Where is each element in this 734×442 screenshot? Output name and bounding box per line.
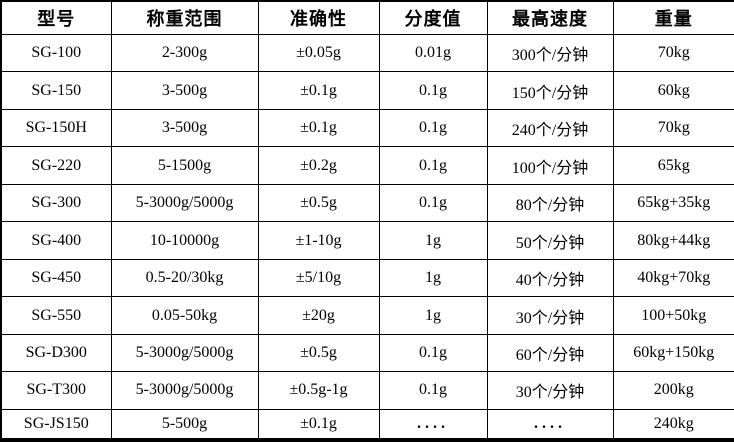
table-cell-range: 5-3000g/5000g	[110, 183, 259, 223]
table-cell-max_speed: 80个/分钟	[486, 183, 614, 223]
table-body: SG-100 2-300g ±0.05g 0.01g 300个/分钟 70kg SG-150…	[0, 33, 734, 441]
table-cell-range: 5-3000g/5000g	[110, 333, 259, 373]
table-cell-max_speed: 40个/分钟	[486, 258, 614, 298]
table-cell-model: SG-100	[0, 33, 112, 73]
table-cell-weight: 70kg	[612, 108, 734, 148]
table-cell-model: SG-150	[0, 71, 112, 110]
table-cell-max_speed: 50个/分钟	[486, 221, 614, 260]
table-cell-accuracy: ±1-10g	[257, 221, 380, 260]
table-cell-model: SG-450	[0, 258, 112, 298]
table-row: SG-150 3-500g ±0.1g 0.1g 150个/分钟 60kg	[0, 71, 734, 110]
table-cell-max_speed: 30个/分钟	[486, 296, 614, 335]
table-cell-max_speed: 300个/分钟	[486, 33, 614, 73]
column-header: 型号	[0, 0, 112, 35]
table-cell-range: 0.5-20/30kg	[110, 258, 259, 298]
table-cell-weight: 65kg	[612, 146, 734, 185]
table-row: SG-150H 3-500g ±0.1g 0.1g 240个/分钟 70kg	[0, 108, 734, 148]
table-cell-accuracy: ±0.5g	[257, 183, 380, 223]
table-cell-range: 10-10000g	[110, 221, 259, 260]
table-cell-division: 0.1g	[378, 183, 488, 223]
table-cell-range: 5-3000g/5000g	[110, 371, 259, 410]
table-cell-model: SG-150H	[0, 108, 112, 148]
table-cell-range: 5-500g	[110, 408, 259, 441]
table-cell-division: 1g	[378, 221, 488, 260]
table-cell-model: SG-550	[0, 296, 112, 335]
table-cell-division: 1g	[378, 258, 488, 298]
table-cell-range: 3-500g	[110, 71, 259, 110]
table-row: SG-220 5-1500g ±0.2g 0.1g 100个/分钟 65kg	[0, 146, 734, 185]
table-cell-weight: 80kg+44kg	[612, 221, 734, 260]
table-cell-division: 0.1g	[378, 146, 488, 185]
table-cell-max_speed: 30个/分钟	[486, 371, 614, 410]
table-cell-weight: 240kg	[612, 408, 734, 441]
table-cell-range: 5-1500g	[110, 146, 259, 185]
table-cell-accuracy: ±0.1g	[257, 408, 380, 441]
table-cell-accuracy: ±5/10g	[257, 258, 380, 298]
table-cell-division: 0.01g	[378, 33, 488, 73]
table-cell-division: ....	[378, 408, 488, 441]
column-header: 准确性	[257, 0, 380, 35]
table-cell-weight: 200kg	[612, 371, 734, 410]
table-cell-weight: 100+50kg	[612, 296, 734, 335]
table-cell-division: 0.1g	[378, 333, 488, 373]
table-cell-division: 0.1g	[378, 108, 488, 148]
table-cell-weight: 60kg+150kg	[612, 333, 734, 373]
column-header: 称重范围	[110, 0, 259, 35]
table-cell-max_speed: ....	[486, 408, 614, 441]
table-row: SG-300 5-3000g/5000g ±0.5g 0.1g 80个/分钟 65kg+3…	[0, 183, 734, 223]
table-row: SG-T300 5-3000g/5000g ±0.5g-1g 0.1g 30个/分钟 20…	[0, 371, 734, 410]
column-header: 重量	[612, 0, 734, 35]
table-cell-max_speed: 240个/分钟	[486, 108, 614, 148]
table-cell-division: 1g	[378, 296, 488, 335]
table-cell-max_speed: 100个/分钟	[486, 146, 614, 185]
table-cell-weight: 40kg+70kg	[612, 258, 734, 298]
table-row: SG-400 10-10000g ±1-10g 1g 50个/分钟 80kg+44kg	[0, 221, 734, 260]
table-cell-model: SG-300	[0, 183, 112, 223]
table-row: SG-JS150 5-500g ±0.1g........ 240kg	[0, 408, 734, 441]
table-cell-max_speed: 60个/分钟	[486, 333, 614, 373]
table-row: SG-D300 5-3000g/5000g ±0.5g 0.1g 60个/分钟 60kg+…	[0, 333, 734, 373]
table-cell-max_speed: 150个/分钟	[486, 71, 614, 110]
table-cell-division: 0.1g	[378, 371, 488, 410]
table-cell-range: 0.05-50kg	[110, 296, 259, 335]
table-row: SG-550 0.05-50kg ±20g 1g 30个/分钟 100+50kg	[0, 296, 734, 335]
table-cell-range: 3-500g	[110, 108, 259, 148]
table-cell-model: SG-400	[0, 221, 112, 260]
table-cell-range: 2-300g	[110, 33, 259, 73]
table-cell-model: SG-JS150	[0, 408, 112, 441]
table-row: SG-100 2-300g ±0.05g 0.01g 300个/分钟 70kg	[0, 33, 734, 73]
table-cell-weight: 65kg+35kg	[612, 183, 734, 223]
table-cell-weight: 60kg	[612, 71, 734, 110]
table-cell-model: SG-D300	[0, 333, 112, 373]
table-header: 型号 称重范围 准确性 分度值 最高速度 重量	[0, 0, 734, 35]
table-cell-accuracy: ±0.05g	[257, 33, 380, 73]
table-cell-division: 0.1g	[378, 71, 488, 110]
header-row: 型号 称重范围 准确性 分度值 最高速度 重量	[0, 0, 734, 35]
table-cell-accuracy: ±0.2g	[257, 146, 380, 185]
table-cell-accuracy: ±0.1g	[257, 71, 380, 110]
column-header: 分度值	[378, 0, 488, 35]
table-cell-model: SG-220	[0, 146, 112, 185]
table-cell-accuracy: ±20g	[257, 296, 380, 335]
table-cell-accuracy: ±0.1g	[257, 108, 380, 148]
column-header: 最高速度	[486, 0, 614, 35]
table-cell-weight: 70kg	[612, 33, 734, 73]
table-cell-accuracy: ±0.5g-1g	[257, 371, 380, 410]
table-cell-accuracy: ±0.5g	[257, 333, 380, 373]
table-cell-model: SG-T300	[0, 371, 112, 410]
table-row: SG-450 0.5-20/30kg ±5/10g 1g 40个/分钟 40kg+70kg	[0, 258, 734, 298]
